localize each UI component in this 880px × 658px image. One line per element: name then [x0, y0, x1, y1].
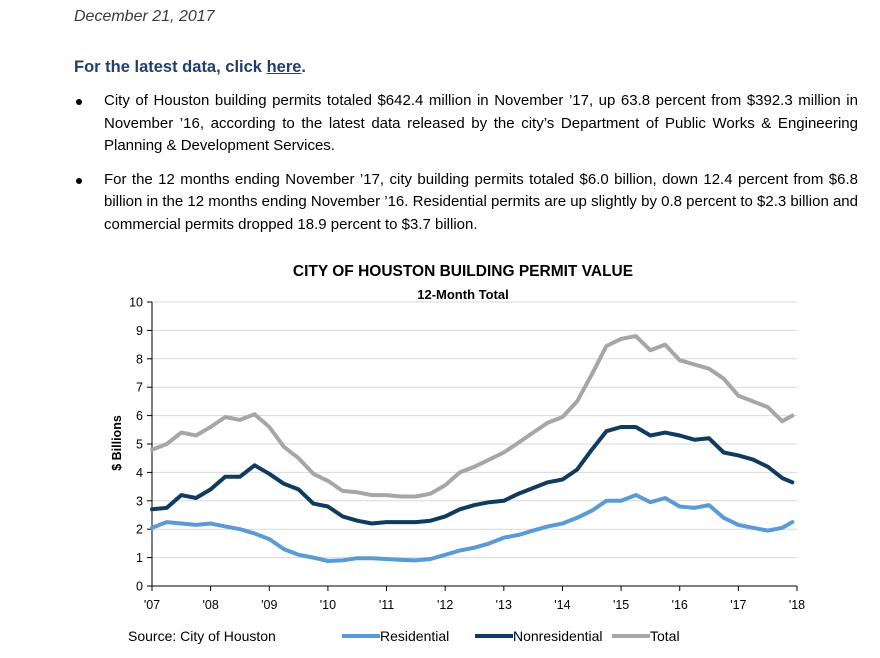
latest-data-line: For the latest data, click here. [74, 58, 306, 77]
bullet-icon [76, 177, 82, 184]
y-tick-label: 2 [136, 523, 143, 537]
x-tick-label: '11 [379, 598, 394, 612]
y-axis-label: $ Billions [110, 415, 124, 471]
y-tick-label: 9 [136, 324, 143, 338]
x-tick-label: '14 [554, 598, 570, 612]
x-tick-label: '10 [320, 598, 336, 612]
legend: Residential Nonresidential Total [342, 628, 680, 644]
latest-data-prefix: For the latest data, click [74, 58, 267, 76]
y-tick-label: 1 [136, 551, 143, 565]
chart-title: CITY OF HOUSTON BUILDING PERMIT VALUE [293, 263, 633, 280]
x-tick-label: '16 [672, 598, 688, 612]
y-tick-label: 6 [136, 409, 143, 423]
legend-label-nonresidential: Nonresidential [513, 628, 603, 644]
grid-lines [152, 301, 797, 559]
y-tick-label: 5 [136, 438, 143, 452]
bullet-text: City of Houston building permits totaled… [104, 92, 858, 154]
x-tick-label: '13 [496, 598, 512, 612]
bullet-item: For the 12 months ending November ’17, c… [74, 169, 858, 237]
permit-value-chart: CITY OF HOUSTON BUILDING PERMIT VALUE 12… [110, 263, 805, 644]
y-tick-label: 0 [136, 580, 143, 594]
chart-subtitle: 12-Month Total [417, 287, 508, 302]
x-tick-label: '07 [144, 598, 160, 612]
report-date: December 21, 2017 [74, 8, 215, 25]
x-tick-label: '12 [437, 598, 453, 612]
x-tick-label: '08 [202, 598, 218, 612]
y-tick-labels: 0 1 2 3 4 5 6 7 8 9 10 [129, 296, 143, 594]
y-tick-label: 8 [136, 352, 143, 366]
axes [147, 301, 798, 591]
bullet-icon [76, 99, 82, 105]
x-tick-labels: '07 '08 '09 '10 '11 '12 '13 '14 '15 '16 '17 '18 [144, 598, 805, 612]
x-tick-label: '17 [730, 598, 746, 612]
y-tick-label: 10 [129, 296, 143, 310]
x-tick-label: '15 [613, 598, 629, 612]
x-tick-label: '18 [789, 598, 805, 612]
bullet-text: For the 12 months ending November ’17, c… [104, 170, 858, 233]
series-line-residential [150, 493, 795, 563]
series-lines [150, 334, 795, 563]
y-tick-label: 3 [136, 494, 143, 508]
series-line-total [150, 334, 795, 499]
y-tick-label: 7 [136, 381, 143, 395]
legend-label-total: Total [650, 628, 680, 644]
series-line-nonresidential [150, 425, 795, 526]
bullet-item: City of Houston building permits totaled… [74, 90, 858, 158]
latest-data-suffix: . [301, 58, 307, 76]
latest-data-link[interactable]: here [266, 58, 302, 76]
summary-bullets: City of Houston building permits totaled… [74, 90, 858, 247]
legend-label-residential: Residential [380, 628, 449, 644]
x-tick-label: '09 [261, 598, 277, 612]
y-tick-label: 4 [136, 466, 143, 480]
source-note: Source: City of Houston [128, 628, 276, 644]
